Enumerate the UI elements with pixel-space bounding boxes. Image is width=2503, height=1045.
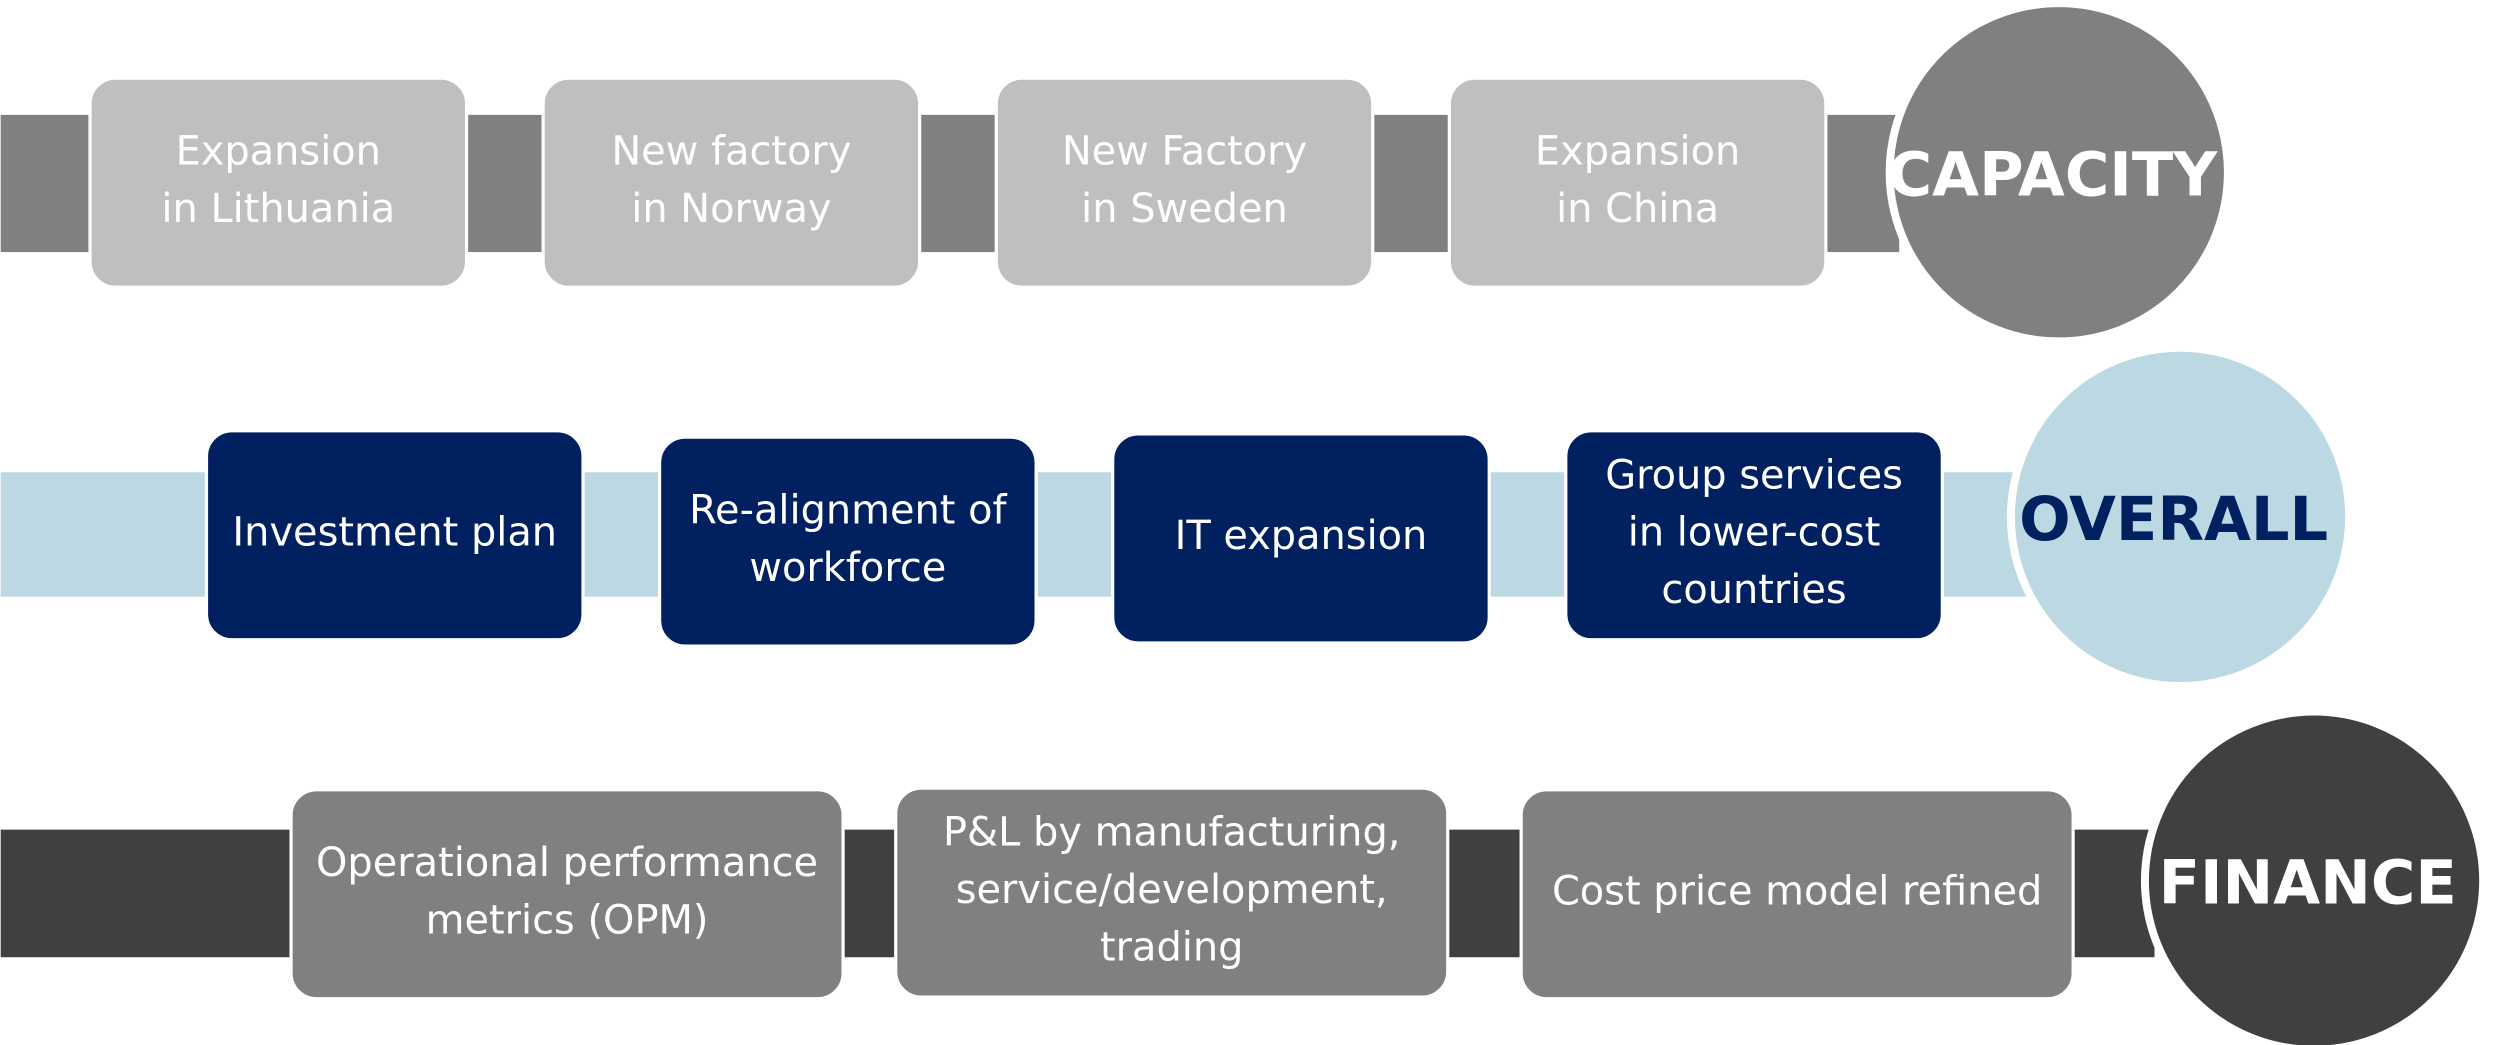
step-label: Group services (1605, 452, 1903, 498)
step-box (204, 429, 585, 642)
row-circle (2006, 343, 2354, 691)
step-box (1564, 429, 1944, 642)
step-box (1447, 76, 1828, 289)
step-label: Investment plan (232, 510, 557, 556)
step-label: IT expansion (1175, 513, 1428, 559)
step-box (88, 76, 469, 289)
step-box (894, 786, 1450, 999)
step-label: New factory (611, 128, 851, 174)
step-box (541, 76, 922, 289)
step-box (1519, 788, 2075, 1001)
row-circle (2140, 707, 2488, 1045)
row-circle (1885, 0, 2232, 346)
step-label: metrics (OPM) (426, 897, 709, 943)
row-label: FINANCE (2159, 849, 2457, 919)
step-label: in China (1556, 186, 1719, 232)
step-label: in lower-cost (1628, 510, 1881, 556)
step-label: Expansion (176, 128, 381, 174)
step-label: workforce (749, 545, 946, 591)
step-label: in Norway (631, 186, 831, 232)
step-label: in Sweden (1081, 186, 1288, 232)
row-label: CAPACITY (1888, 140, 2219, 210)
step-box (658, 435, 1038, 648)
step-label: Expansion (1535, 128, 1740, 174)
step-box (1111, 432, 1491, 645)
step-label: in Lithuania (161, 186, 395, 232)
step-label: service/development, (956, 867, 1388, 913)
step-label: Cost price model refined (1552, 869, 2042, 915)
step-label: trading (1100, 925, 1243, 971)
step-label: countries (1661, 567, 1846, 613)
step-label: Re-alignment of (689, 487, 1007, 533)
row-label: OVERALL (2019, 485, 2328, 555)
step-box (289, 788, 845, 1001)
step-label: New Factory (1062, 128, 1307, 174)
step-label: Operational performance (316, 840, 818, 886)
step-label: P&L by manufacturing, (943, 810, 1400, 856)
step-box (994, 76, 1375, 289)
